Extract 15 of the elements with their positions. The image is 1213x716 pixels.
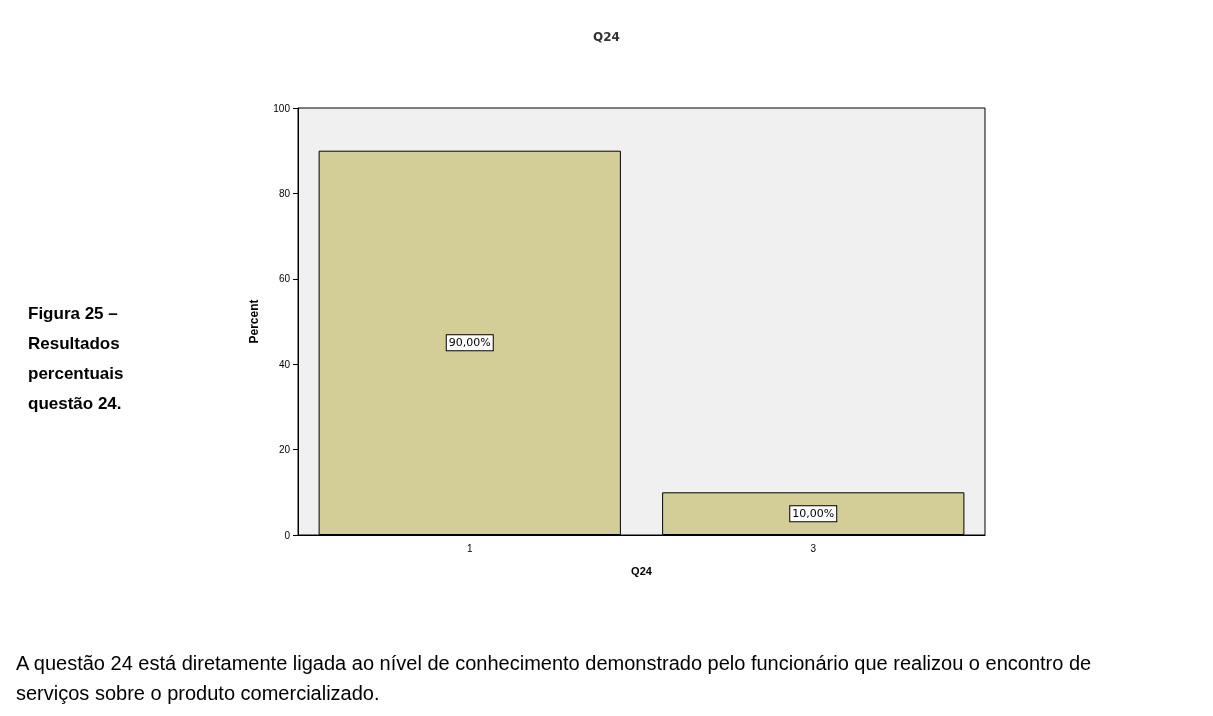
x-tick-label: 1 xyxy=(466,542,473,554)
x-axis-title: Q24 xyxy=(593,30,620,44)
y-tick-label: 40 xyxy=(278,358,291,370)
y-tick-label: 0 xyxy=(284,529,291,541)
y-tick-label: 80 xyxy=(278,187,291,199)
y-tick-label: 20 xyxy=(278,444,291,456)
y-tick-label: 60 xyxy=(278,273,291,285)
text: Figura 25 – Resultados percentuais questão 24. xyxy=(28,303,129,413)
text: Q24 xyxy=(631,564,653,577)
text: A questão 24 está diretamente ligada ao nível de conhecimento demonstrado pelo funcionário que realizou o encontro de serviços sobre o produto comercializado. xyxy=(16,652,1097,704)
data-label: 90,00% xyxy=(448,336,491,350)
y-tick-label: 100 xyxy=(273,102,291,114)
x-tick-label: 3 xyxy=(810,542,817,554)
data-label: 10,00% xyxy=(792,507,835,521)
y-axis-title: Percent xyxy=(247,299,261,344)
